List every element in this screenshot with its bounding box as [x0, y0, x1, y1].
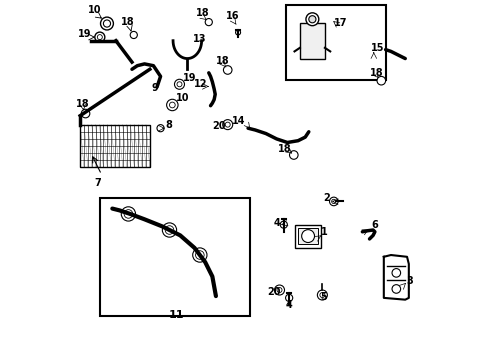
Circle shape: [317, 290, 326, 300]
Text: 7: 7: [95, 178, 101, 188]
Circle shape: [162, 223, 176, 237]
Text: 2: 2: [323, 193, 329, 203]
Text: 4: 4: [273, 219, 280, 229]
Circle shape: [331, 199, 335, 203]
Circle shape: [235, 30, 240, 35]
Circle shape: [285, 294, 292, 301]
Circle shape: [319, 293, 324, 297]
Text: 19: 19: [183, 73, 196, 83]
Text: 16: 16: [226, 11, 239, 21]
Circle shape: [101, 17, 113, 30]
Bar: [80, 125, 149, 167]
Circle shape: [329, 197, 337, 206]
Circle shape: [276, 288, 282, 293]
Text: 17: 17: [333, 18, 346, 28]
Circle shape: [195, 251, 203, 259]
Circle shape: [376, 76, 385, 85]
Text: 20: 20: [266, 287, 280, 297]
Circle shape: [192, 248, 206, 262]
Circle shape: [165, 226, 173, 234]
Circle shape: [103, 20, 110, 27]
Circle shape: [308, 16, 315, 23]
Bar: [100, 198, 249, 316]
Circle shape: [274, 285, 284, 295]
Text: 18: 18: [369, 68, 383, 78]
Bar: [285, 5, 385, 80]
Circle shape: [391, 285, 400, 293]
Circle shape: [124, 210, 132, 218]
Text: 3: 3: [405, 276, 412, 286]
Text: 18: 18: [278, 144, 291, 154]
Circle shape: [280, 221, 287, 228]
Circle shape: [222, 120, 232, 130]
Circle shape: [121, 207, 135, 221]
Text: 18: 18: [76, 99, 90, 109]
Text: 12: 12: [194, 79, 207, 89]
Text: 8: 8: [165, 120, 172, 130]
Circle shape: [225, 122, 230, 127]
Text: 4: 4: [285, 300, 292, 310]
Text: 13: 13: [193, 35, 206, 45]
Text: 9: 9: [151, 83, 158, 93]
Circle shape: [81, 109, 90, 118]
Circle shape: [301, 230, 314, 243]
Circle shape: [157, 125, 164, 132]
Text: 11: 11: [168, 310, 184, 320]
Text: 18: 18: [120, 17, 134, 27]
Text: 15: 15: [370, 43, 384, 53]
Text: 18: 18: [195, 8, 209, 18]
Text: 6: 6: [370, 220, 377, 230]
Bar: [298, 228, 317, 244]
Text: 5: 5: [320, 292, 326, 302]
Circle shape: [95, 32, 104, 42]
Circle shape: [97, 35, 102, 40]
Circle shape: [289, 151, 298, 159]
Text: 1: 1: [321, 228, 327, 237]
Circle shape: [169, 102, 175, 108]
Circle shape: [166, 99, 178, 111]
Bar: [294, 225, 321, 248]
Circle shape: [205, 18, 212, 26]
Circle shape: [177, 82, 182, 87]
Text: 18: 18: [216, 56, 229, 66]
Text: 19: 19: [78, 29, 91, 39]
Text: 20: 20: [212, 121, 225, 131]
Circle shape: [223, 66, 231, 74]
Circle shape: [130, 31, 137, 39]
Circle shape: [174, 79, 184, 89]
Circle shape: [305, 13, 318, 26]
Text: 14: 14: [232, 116, 245, 126]
Text: 10: 10: [176, 93, 189, 103]
Bar: [299, 23, 324, 59]
Text: 10: 10: [88, 5, 102, 15]
Circle shape: [391, 269, 400, 277]
